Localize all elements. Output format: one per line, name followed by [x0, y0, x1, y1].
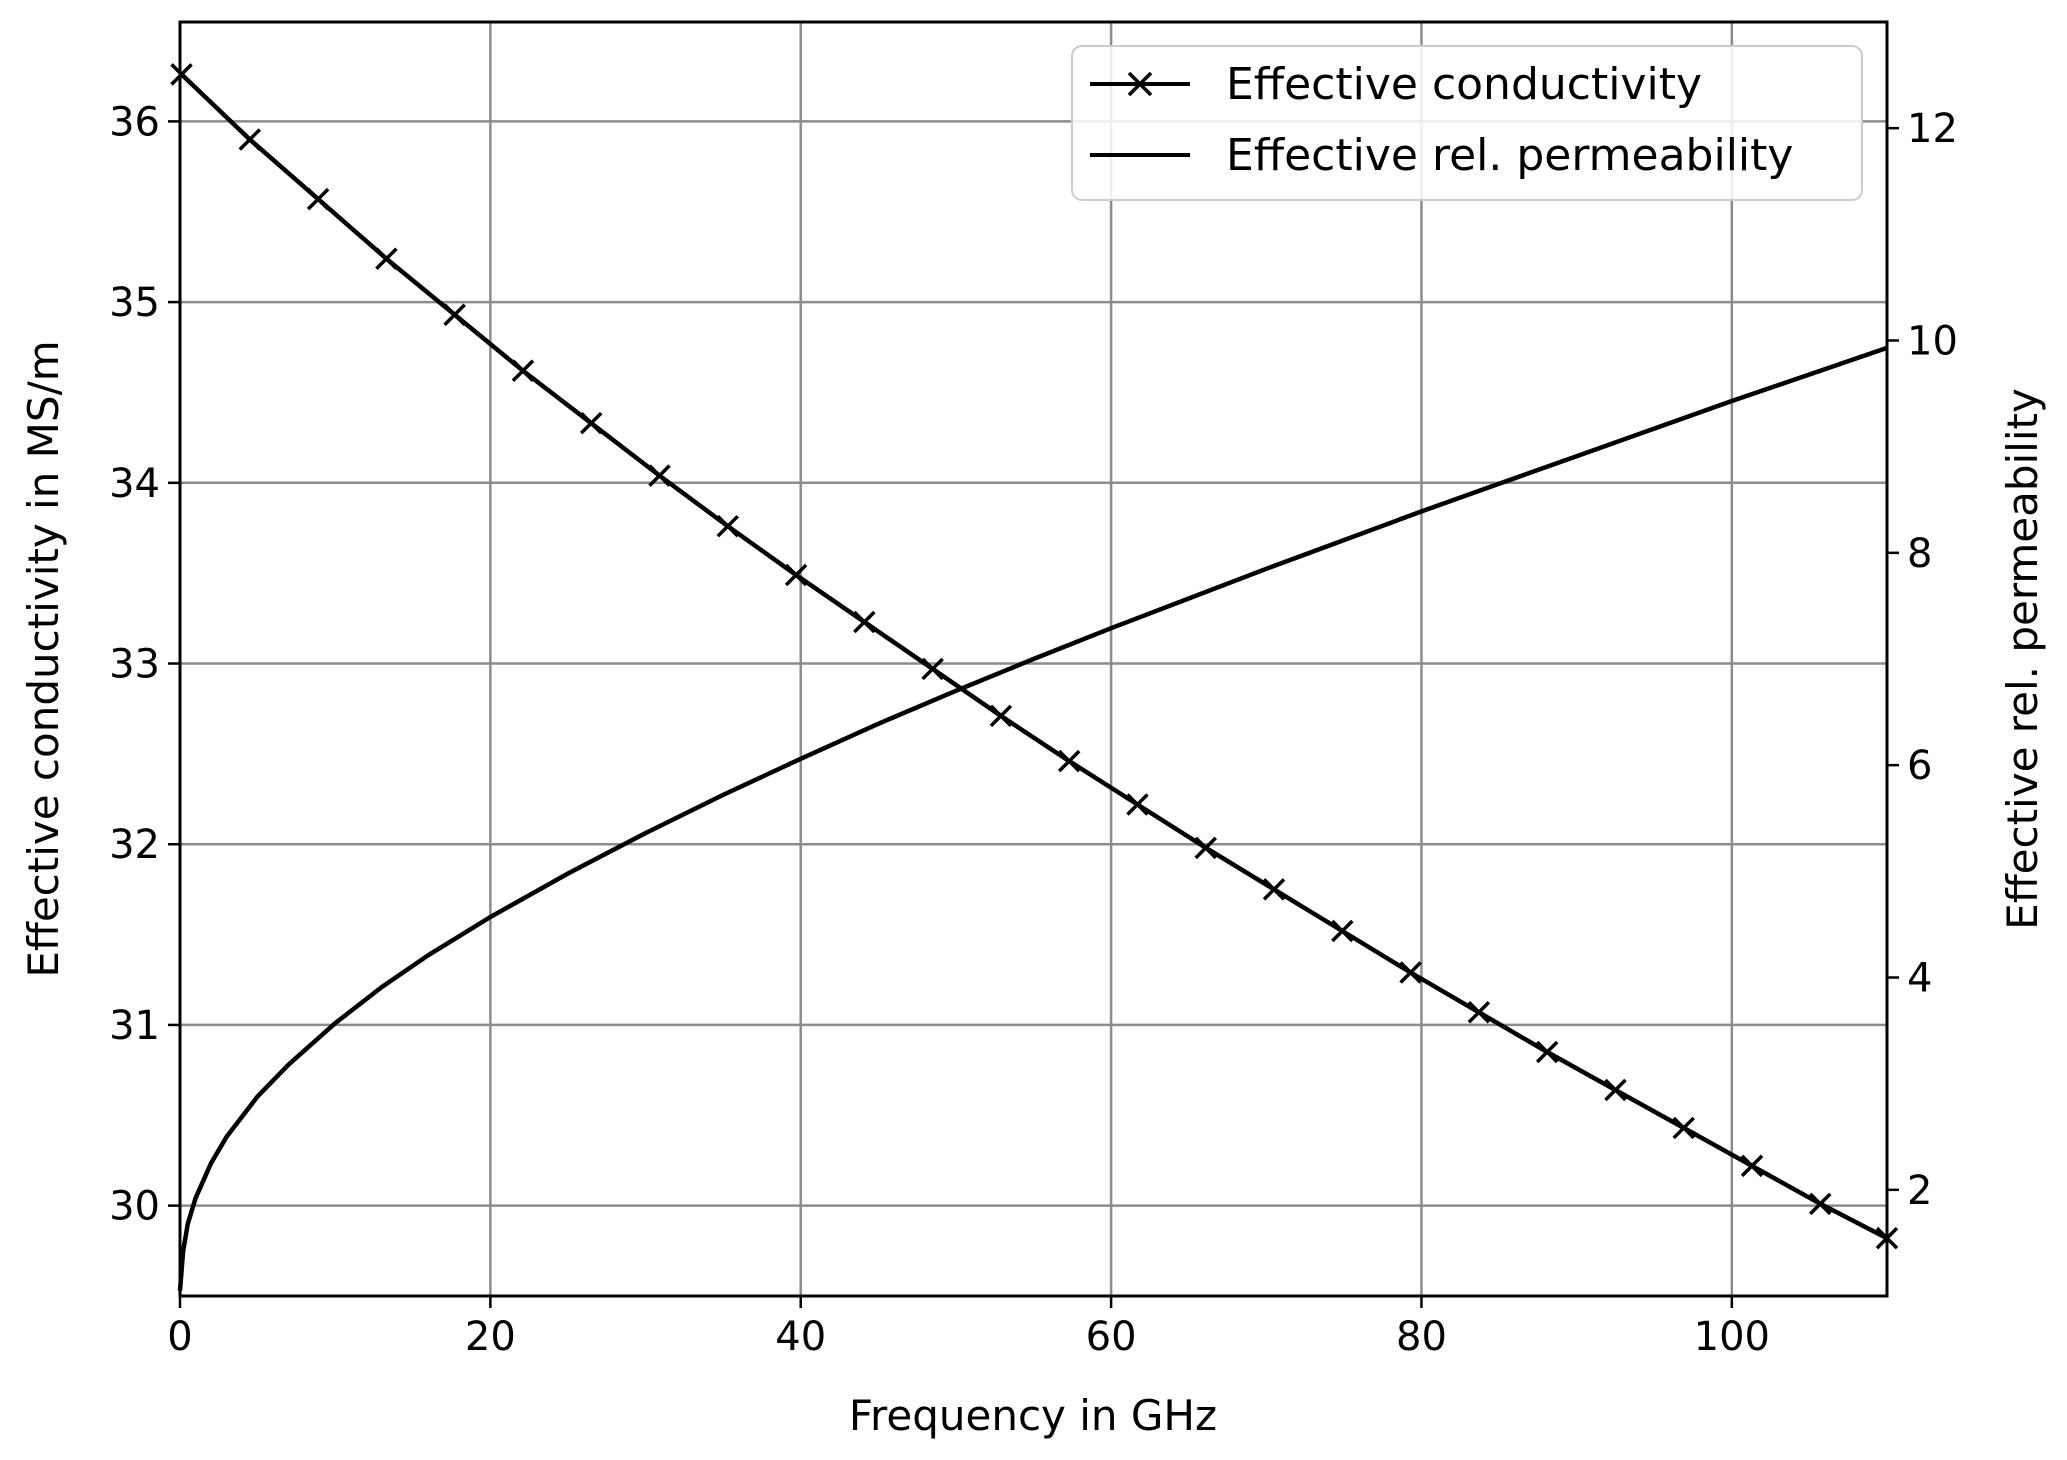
y-axis-right-label: Effective rel. permeability	[1998, 388, 2047, 930]
x-tick-label: 20	[465, 1314, 516, 1360]
data-point-marker	[921, 657, 944, 681]
x-tick-label: 0	[167, 1314, 192, 1360]
y-left-tick-label: 30	[109, 1184, 160, 1230]
data-point-marker	[1672, 1116, 1695, 1140]
y-right-tick-label: 10	[1907, 319, 1958, 365]
data-point-marker	[1057, 749, 1081, 773]
y-left-tick-label: 34	[109, 461, 160, 507]
y-right-tick-label: 8	[1907, 531, 1932, 577]
data-point-marker	[853, 610, 876, 634]
data-point-marker	[784, 563, 808, 587]
data-point-marker	[579, 411, 603, 435]
x-axis-label: Frequency in GHz	[849, 1391, 1217, 1440]
data-point-marker	[1740, 1154, 1764, 1178]
data-point-marker	[989, 704, 1013, 728]
y-left-tick-label: 31	[109, 1003, 160, 1049]
legend-box	[1071, 45, 1863, 201]
series-line-effective-conductivity	[180, 72, 1889, 1241]
legend: Effective conductivity Effective rel. pe…	[1071, 45, 1863, 201]
legend-marker-conductivity	[1127, 71, 1153, 97]
data-point-marker	[306, 187, 330, 211]
y-left-tick-label: 33	[109, 642, 160, 688]
x-tick-label: 80	[1396, 1314, 1447, 1360]
data-point-marker	[375, 247, 398, 270]
data-point-marker	[1809, 1192, 1832, 1216]
plot-frame	[178, 20, 1889, 1298]
y-left-tick-label: 32	[109, 822, 160, 868]
series-line-effective-rel-permeability	[177, 345, 1888, 1291]
x-tick-label: 100	[1694, 1314, 1770, 1360]
data-point-marker	[511, 359, 535, 383]
y-right-tick-label: 2	[1907, 1168, 1932, 1214]
y-right-tick-label: 4	[1907, 956, 1932, 1002]
data-point-marker	[648, 464, 671, 487]
y-right-tick-label: 6	[1907, 743, 1932, 789]
y-right-tick-label: 12	[1907, 106, 1958, 152]
y-left-tick-label: 36	[109, 99, 160, 145]
data-point-marker	[716, 514, 740, 538]
data-point-marker	[1331, 919, 1354, 943]
y-left-tick-label: 35	[109, 280, 160, 326]
data-point-marker	[1535, 1040, 1559, 1064]
data-point-marker	[1194, 836, 1217, 860]
data-point-marker	[1467, 1001, 1491, 1024]
data-point-marker	[1262, 878, 1286, 901]
legend-label-permeability: Effective rel. permeability	[1226, 130, 1793, 181]
x-tick-label: 60	[1086, 1314, 1137, 1360]
axis-ticks: 0 20 40 60 80 100 30 31 32 33 34 35 36 2 4 6 8 10 12	[109, 99, 1958, 1360]
data-point-marker	[1399, 961, 1422, 984]
data-point-marker	[238, 128, 262, 151]
y-axis-left-label: Effective conductivity in MS/m	[19, 340, 68, 977]
data-point-marker	[1604, 1078, 1627, 1102]
data-point-marker	[443, 303, 466, 326]
x-tick-label: 40	[775, 1314, 826, 1360]
series-group	[170, 63, 1899, 1291]
legend-label-conductivity: Effective conductivity	[1226, 59, 1702, 110]
data-point-marker	[1126, 793, 1149, 816]
data-point-marker	[170, 63, 193, 86]
